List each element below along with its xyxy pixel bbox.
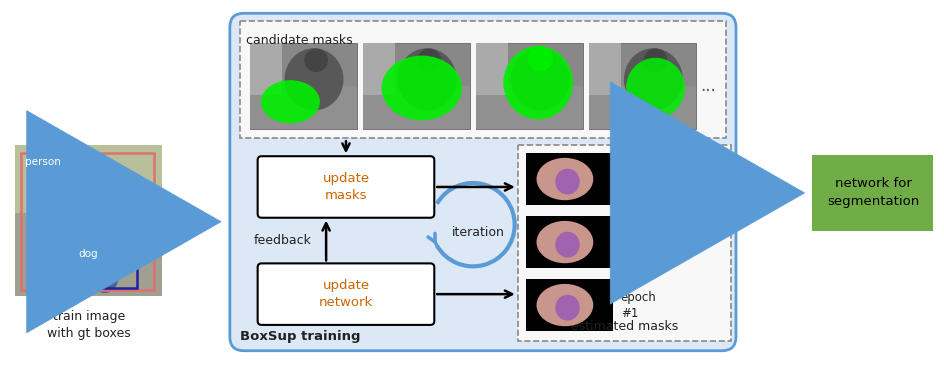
Ellipse shape [284, 48, 343, 111]
Bar [588, 43, 696, 130]
Text: candidate masks: candidate masks [245, 34, 352, 47]
Bar [476, 43, 508, 95]
Bar [525, 279, 613, 331]
FancyBboxPatch shape [64, 207, 111, 253]
Text: network for
segmentation: network for segmentation [826, 178, 919, 208]
Bar [15, 145, 162, 296]
Text: train image
with gt boxes: train image with gt boxes [47, 310, 130, 340]
Bar [525, 153, 613, 205]
Ellipse shape [261, 80, 320, 123]
Circle shape [643, 49, 666, 72]
Ellipse shape [555, 169, 579, 194]
Ellipse shape [626, 58, 684, 118]
Ellipse shape [555, 295, 579, 321]
Bar [22, 153, 154, 290]
FancyBboxPatch shape [258, 156, 434, 218]
Ellipse shape [555, 232, 579, 258]
Circle shape [304, 49, 328, 72]
FancyBboxPatch shape [258, 264, 434, 325]
Text: epoch
#1: epoch #1 [620, 291, 656, 320]
Ellipse shape [76, 179, 104, 197]
Bar [240, 21, 725, 138]
Bar [362, 43, 469, 130]
Ellipse shape [536, 158, 593, 200]
Text: ...: ... [700, 77, 716, 95]
Bar [249, 86, 357, 130]
Ellipse shape [503, 46, 572, 119]
Ellipse shape [536, 221, 593, 263]
Circle shape [417, 49, 441, 72]
Ellipse shape [397, 48, 456, 111]
Circle shape [110, 250, 129, 269]
Ellipse shape [536, 284, 593, 326]
Bar [476, 86, 582, 130]
Text: iteration: iteration [451, 226, 504, 239]
Circle shape [73, 180, 107, 214]
Bar [362, 43, 395, 95]
Bar [588, 43, 620, 95]
Bar [249, 43, 357, 130]
FancyBboxPatch shape [229, 13, 735, 351]
Text: update
masks: update masks [322, 172, 369, 202]
Bar [75, 244, 137, 288]
Bar [588, 86, 696, 130]
Ellipse shape [381, 56, 462, 120]
Ellipse shape [623, 48, 683, 111]
Text: feedback: feedback [253, 234, 312, 247]
Circle shape [531, 49, 553, 72]
Text: person: person [25, 157, 61, 167]
Circle shape [527, 46, 552, 71]
Bar [15, 213, 162, 296]
Text: dog: dog [78, 250, 97, 259]
Bar [525, 216, 613, 268]
Text: epoch
#5: epoch #5 [620, 228, 656, 257]
Bar [362, 86, 469, 130]
Bar [476, 43, 582, 130]
Ellipse shape [51, 244, 89, 294]
Text: update
network: update network [318, 279, 373, 309]
FancyBboxPatch shape [812, 155, 933, 231]
Ellipse shape [511, 48, 569, 111]
Bar [517, 145, 731, 341]
Text: epoch
#20: epoch #20 [620, 165, 656, 194]
Bar [249, 43, 281, 95]
Text: BoxSup training: BoxSup training [240, 330, 360, 343]
Ellipse shape [61, 198, 116, 267]
Ellipse shape [90, 251, 120, 293]
Ellipse shape [85, 254, 120, 278]
Bar [15, 145, 162, 228]
Text: estimated masks: estimated masks [570, 320, 677, 333]
